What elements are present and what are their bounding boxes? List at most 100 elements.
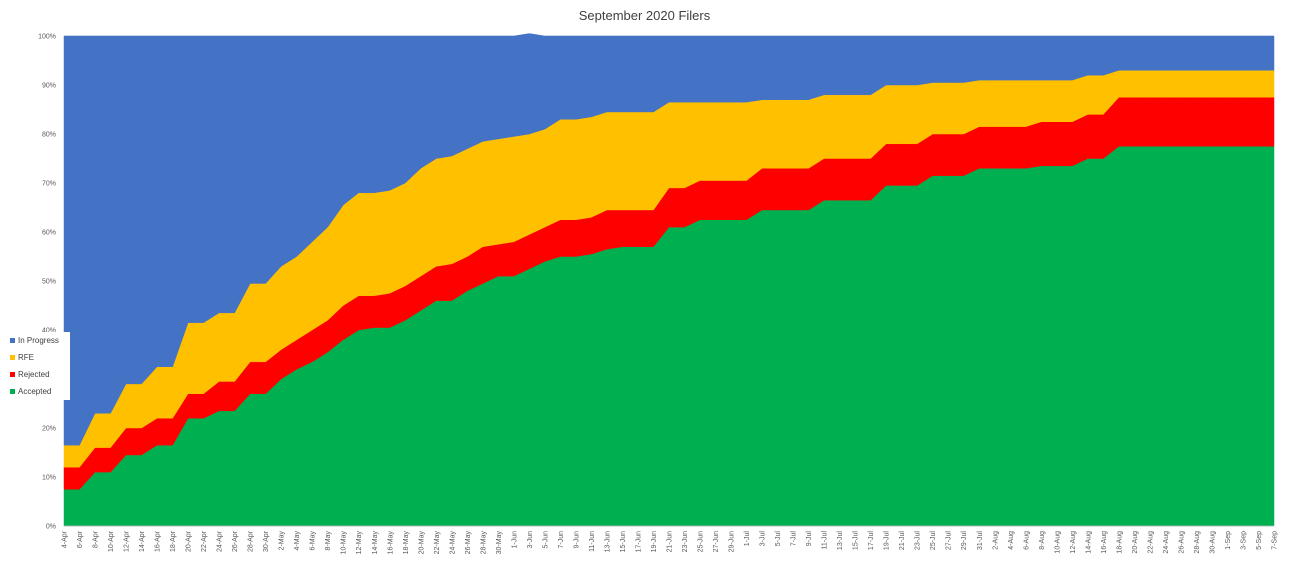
x-tick-label: 3-Jul (760, 531, 767, 547)
x-tick-label: 20-Aug (1132, 531, 1139, 554)
x-tick-label: 23-Jun (682, 531, 689, 553)
x-tick-label: 2-May (279, 531, 286, 551)
x-tick-label: 7-Jun (558, 531, 565, 549)
legend-swatch-rejected (10, 372, 15, 377)
x-tick-label: 4-May (294, 531, 301, 551)
x-tick-label: 10-Aug (1054, 531, 1061, 554)
x-axis: 4-Apr 6-Apr 8-Apr 10-Apr 12-Apr 14-Apr 16-Apr 1… (62, 525, 1279, 555)
x-tick-label: 13-Jul (837, 531, 844, 551)
area-series-in-progress (63, 33, 1275, 446)
x-tick-label: 26-May (465, 531, 472, 555)
x-tick-label: 14-May (372, 531, 379, 555)
x-tick-label: 19-Jun (651, 531, 658, 553)
x-tick-label: 8-May (325, 531, 332, 551)
legend-swatch-in-progress (10, 338, 15, 343)
legend-item-rejected: Rejected (10, 366, 70, 383)
legend-swatch-rfe (10, 355, 15, 360)
x-tick-label: 6-Apr (77, 530, 84, 548)
x-tick-label: 30-Apr (263, 530, 270, 552)
x-tick-label: 28-May (480, 531, 487, 555)
x-tick-label: 1-Jul (744, 531, 751, 547)
x-tick-label: 3-Sep (1240, 531, 1247, 550)
legend-label-accepted: Accepted (18, 387, 52, 396)
x-tick-label: 22-Apr (201, 530, 208, 552)
x-tick-label: 24-May (449, 531, 456, 555)
legend-item-rfe: RFE (10, 349, 70, 366)
x-tick-label: 14-Apr (139, 530, 146, 552)
y-tick-label: 40% (42, 328, 56, 335)
x-tick-label: 6-Aug (1023, 531, 1030, 550)
stacked-areas (63, 33, 1275, 527)
x-tick-label: 3-Jun (527, 531, 534, 549)
x-tick-label: 5-Jul (775, 531, 782, 547)
x-tick-label: 25-Jun (698, 531, 705, 553)
chart-legend: In Progress RFE Rejected Accepted (10, 332, 70, 400)
x-tick-label: 4-Apr (62, 530, 69, 548)
x-tick-label: 11-Jun (589, 531, 596, 552)
x-tick-label: 30-May (496, 531, 503, 555)
x-tick-label: 20-May (418, 531, 425, 555)
x-tick-label: 12-Apr (124, 530, 131, 552)
x-tick-label: 18-Aug (1116, 531, 1123, 554)
x-tick-label: 9-Jun (573, 531, 580, 549)
x-tick-label: 8-Apr (93, 530, 100, 548)
y-tick-label: 100% (38, 34, 56, 41)
legend-swatch-accepted (10, 389, 15, 394)
x-tick-label: 20-Apr (186, 530, 193, 552)
x-tick-label: 27-Jul (946, 531, 953, 551)
legend-item-accepted: Accepted (10, 383, 70, 400)
x-tick-label: 23-Jul (915, 531, 922, 551)
x-tick-label: 18-May (403, 531, 410, 555)
x-tick-label: 26-Apr (232, 530, 239, 552)
x-tick-label: 24-Apr (217, 530, 224, 552)
x-tick-label: 7-Sep (1272, 531, 1279, 550)
y-tick-label: 90% (42, 83, 56, 90)
x-tick-label: 21-Jun (667, 531, 674, 553)
legend-item-in-progress: In Progress (10, 332, 70, 349)
x-tick-label: 17-Jul (868, 531, 875, 551)
x-tick-label: 17-Jun (635, 531, 642, 553)
y-tick-label: 70% (42, 181, 56, 188)
y-tick-label: 50% (42, 279, 56, 286)
y-tick-label: 60% (42, 230, 56, 237)
x-tick-label: 10-Apr (108, 530, 115, 552)
x-tick-label: 24-Aug (1163, 531, 1170, 554)
x-tick-label: 2-Aug (992, 531, 999, 550)
x-tick-label: 15-Jun (620, 531, 627, 553)
chart-title: September 2020 Filers (578, 8, 711, 23)
x-tick-label: 11-Jul (822, 531, 829, 550)
x-tick-label: 16-May (387, 531, 394, 555)
x-tick-label: 19-Jul (884, 531, 891, 551)
x-tick-label: 13-Jun (604, 531, 611, 553)
y-tick-label: 10% (42, 475, 56, 482)
x-tick-label: 6-May (310, 531, 317, 551)
x-tick-label: 14-Aug (1085, 531, 1092, 554)
x-tick-label: 29-Jul (961, 531, 968, 551)
x-tick-label: 1-Jun (511, 531, 518, 549)
y-tick-label: 20% (42, 426, 56, 433)
x-tick-label: 5-Sep (1256, 531, 1263, 550)
x-tick-label: 22-May (434, 531, 441, 555)
x-tick-label: 16-Apr (155, 530, 162, 552)
y-axis: 0%10%20%30%40%50%60%70%80%90%100% (38, 34, 56, 531)
x-tick-label: 12-May (356, 531, 363, 555)
x-tick-label: 28-Apr (248, 530, 255, 552)
x-tick-label: 7-Jul (791, 531, 798, 547)
x-tick-label: 27-Jun (713, 531, 720, 553)
x-tick-label: 29-Jun (729, 531, 736, 553)
x-tick-label: 25-Jul (930, 531, 937, 551)
y-tick-label: 0% (46, 524, 56, 531)
x-tick-label: 16-Aug (1101, 531, 1108, 554)
x-tick-label: 15-Jul (853, 531, 860, 551)
x-tick-label: 9-Jul (806, 531, 813, 547)
x-tick-label: 30-Aug (1209, 531, 1216, 554)
x-tick-label: 10-May (341, 531, 348, 555)
x-tick-label: 21-Jul (899, 531, 906, 551)
x-tick-label: 12-Aug (1070, 531, 1077, 554)
x-tick-label: 26-Aug (1178, 531, 1185, 554)
y-tick-label: 80% (42, 132, 56, 139)
x-tick-label: 1-Sep (1225, 531, 1232, 550)
x-tick-label: 4-Aug (1008, 531, 1015, 550)
x-tick-label: 31-Jul (977, 531, 984, 551)
